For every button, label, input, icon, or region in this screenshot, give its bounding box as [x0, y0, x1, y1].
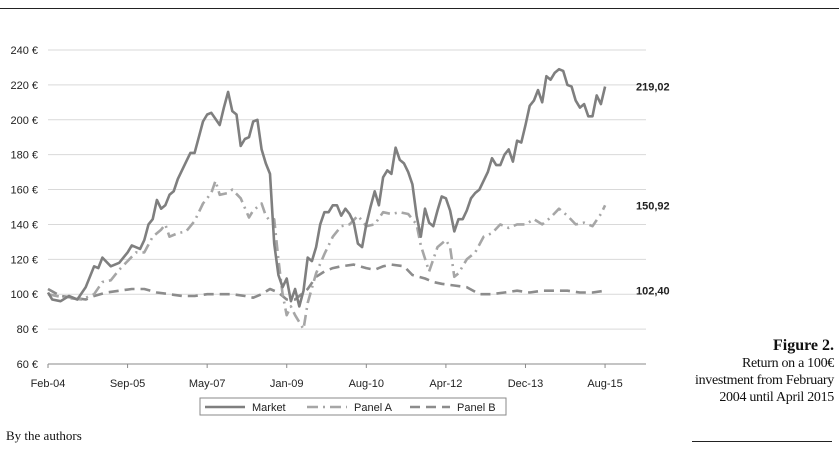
caption-rule: [692, 441, 832, 442]
y-tick-label: 100 €: [10, 289, 38, 301]
x-tick-label: Jan-09: [270, 378, 304, 390]
y-tick-label: 220 €: [10, 80, 38, 92]
end-value-labels: 219,02 150,92 102,40: [636, 82, 670, 298]
source-note: By the authors: [6, 428, 82, 443]
series-line-panel-a: [47, 179, 607, 331]
x-tick-label: Aug-10: [349, 378, 384, 390]
x-tick-label: Feb-04: [31, 378, 66, 390]
end-value-label: 219,02: [636, 82, 670, 94]
y-tick-label: 160 €: [10, 185, 38, 197]
legend: Market Panel A Panel B: [199, 397, 507, 416]
figure-title: Figure 2.: [772, 337, 834, 354]
legend-label: Panel B: [457, 402, 496, 414]
gridlines: [48, 49, 646, 365]
legend-box: [199, 397, 507, 416]
y-tick-label: 240 €: [10, 45, 38, 57]
y-tick-label: 200 €: [10, 115, 38, 127]
legend-label: Panel A: [354, 402, 393, 414]
x-tick-label: Dec-13: [508, 378, 543, 390]
x-tick-label: Aug-15: [587, 378, 622, 390]
series-line-market: [46, 67, 607, 308]
y-tick-label: 180 €: [10, 150, 38, 162]
top-rule: [0, 8, 839, 9]
figure-description: Return on a 100€ investment from Februar…: [695, 356, 834, 405]
series-lines: [46, 67, 607, 331]
x-axis-tick-labels: Feb-04 Sep-05 May-07 Jan-09 Aug-10 Apr-12 Dec-…: [31, 364, 623, 390]
y-tick-label: 60 €: [17, 359, 38, 371]
x-tick-label: Apr-12: [429, 378, 462, 390]
legend-label: Market: [252, 402, 286, 414]
end-value-label: 150,92: [636, 200, 670, 212]
y-tick-label: 120 €: [10, 254, 38, 266]
x-tick-label: May-07: [189, 378, 226, 390]
x-tick-label: Sep-05: [110, 378, 145, 390]
y-tick-label: 140 €: [10, 219, 38, 231]
end-value-label: 102,40: [636, 286, 670, 298]
y-axis-tick-labels: 60 € 80 € 100 € 120 € 140 € 160 € 180 € 200 € 22…: [10, 45, 38, 371]
figure-caption: Figure 2. Return on a 100€ investment fr…: [684, 336, 834, 406]
series-line-panel-b: [47, 263, 606, 301]
y-tick-label: 80 €: [17, 324, 38, 336]
